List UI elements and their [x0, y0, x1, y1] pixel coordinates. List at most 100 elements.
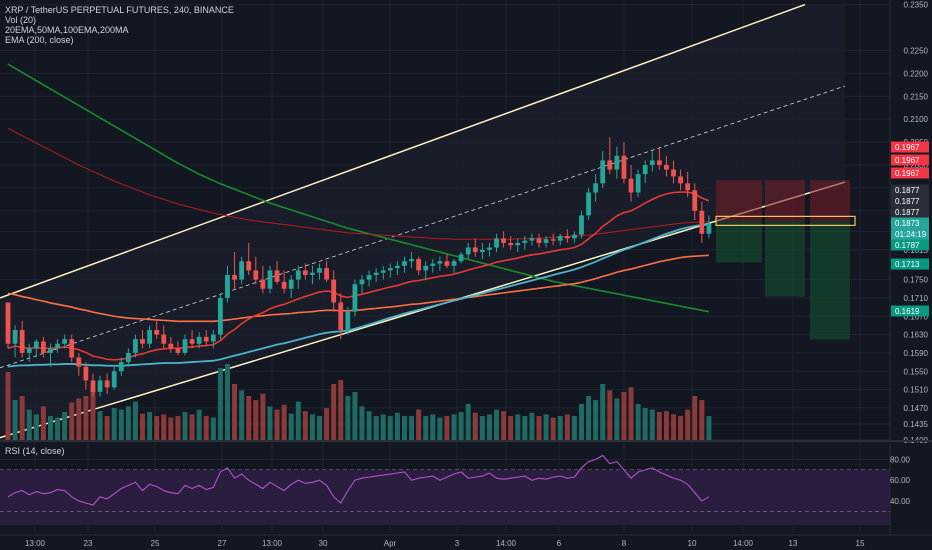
volume-bar: [600, 384, 606, 440]
volume-bar: [628, 387, 634, 440]
volume-bar: [635, 404, 641, 440]
volume-bar: [5, 372, 11, 440]
price-tick-label: 0.1670: [904, 312, 929, 321]
volume-bar: [26, 409, 32, 440]
candle-body: [664, 165, 669, 170]
price-tag-label: 0.1787: [895, 241, 920, 250]
volume-bar: [217, 368, 223, 440]
volume-bar: [55, 417, 61, 440]
candle-body: [133, 339, 138, 353]
candle-body: [692, 190, 698, 211]
channel-upper-line: [0, 3, 806, 299]
volume-bar: [458, 412, 464, 440]
price-tag-label: 0.1619: [895, 307, 920, 316]
candle-body: [175, 348, 181, 353]
volume-bar: [571, 416, 577, 440]
price-tick-label: 0.2250: [904, 46, 929, 55]
volume-bar: [182, 412, 188, 440]
candle-body: [437, 261, 443, 264]
candle-body: [274, 270, 280, 282]
volume-bar: [373, 416, 379, 440]
volume-bar: [564, 414, 570, 440]
price-tick-label: 0.2100: [904, 115, 929, 124]
candle-body: [203, 336, 209, 342]
candle-body: [147, 330, 152, 344]
candle-body: [635, 174, 641, 193]
volume-bar: [168, 417, 174, 440]
price-tag-label: 0.1877: [895, 186, 920, 195]
candle-body: [621, 155, 627, 179]
candle-body: [111, 371, 117, 388]
candle-body: [699, 210, 705, 234]
volume-indicator-label: Vol (20): [5, 15, 37, 25]
volume-bar: [649, 409, 655, 440]
price-tick-label: 0.1550: [904, 367, 929, 376]
candle-body: [458, 254, 464, 262]
candle-body: [48, 348, 53, 353]
candle-body: [140, 339, 145, 344]
volume-bar: [324, 408, 330, 440]
volume-bar: [706, 416, 712, 440]
price-tick-label: 0.1590: [904, 349, 929, 358]
time-tick-label: Apr: [384, 539, 397, 548]
volume-bar: [614, 398, 620, 440]
ma50-line: [7, 223, 709, 368]
volume-bar: [578, 404, 584, 440]
candle-body: [225, 275, 230, 298]
volume-bar: [663, 411, 669, 440]
time-tick-label: 25: [151, 539, 160, 548]
candle-body: [154, 330, 160, 335]
candle-body: [607, 160, 613, 170]
candle-body: [26, 348, 32, 353]
candle-body: [253, 270, 259, 280]
candle-body: [302, 270, 308, 275]
volume-bar: [196, 409, 202, 440]
candle-body: [218, 297, 223, 335]
volume-bar: [118, 409, 124, 440]
time-tick-label: 10: [688, 539, 697, 548]
volume-bar: [302, 411, 308, 440]
candle-body: [685, 183, 691, 191]
volume-bar: [522, 416, 528, 440]
symbol-title: XRP / TetherUS PERPETUAL FUTURES, 240, B…: [5, 5, 234, 15]
volume-bar: [494, 409, 500, 440]
candle-body: [19, 330, 25, 353]
candle-body: [423, 265, 429, 271]
volume-bar: [621, 392, 627, 440]
volume-bar: [593, 400, 599, 440]
candle-body: [366, 275, 372, 280]
candle-body: [5, 302, 11, 344]
volume-bar: [203, 416, 209, 440]
volume-bar: [288, 413, 294, 440]
stop-loss-zone: [716, 180, 762, 222]
volume-bar: [111, 408, 117, 440]
candle-body: [338, 302, 344, 330]
candle-body: [12, 330, 18, 344]
candle-body: [97, 380, 103, 392]
candle-body: [125, 352, 131, 363]
volume-bar: [12, 400, 18, 440]
candle-body: [444, 261, 450, 266]
volume-bar: [543, 414, 549, 440]
rsi-tick-label: 80.00: [890, 456, 911, 465]
candle-body: [83, 366, 89, 381]
volume-bar: [47, 416, 53, 440]
volume-bar: [97, 411, 103, 440]
volume-bar: [515, 414, 521, 440]
price-tick-label: 0.1470: [904, 404, 929, 413]
channel-fill: [0, 4, 845, 438]
volume-bar: [224, 364, 230, 440]
candle-body: [409, 258, 414, 262]
volume-bar: [465, 404, 471, 440]
volume-bar: [210, 417, 216, 440]
candle-body: [69, 339, 75, 358]
volume-bar: [147, 412, 153, 440]
candle-body: [232, 275, 237, 280]
volume-bar: [253, 400, 259, 440]
candle-body: [168, 343, 174, 349]
candle-body: [395, 265, 400, 269]
time-tick-label: 23: [84, 539, 93, 548]
candle-body: [161, 334, 167, 344]
